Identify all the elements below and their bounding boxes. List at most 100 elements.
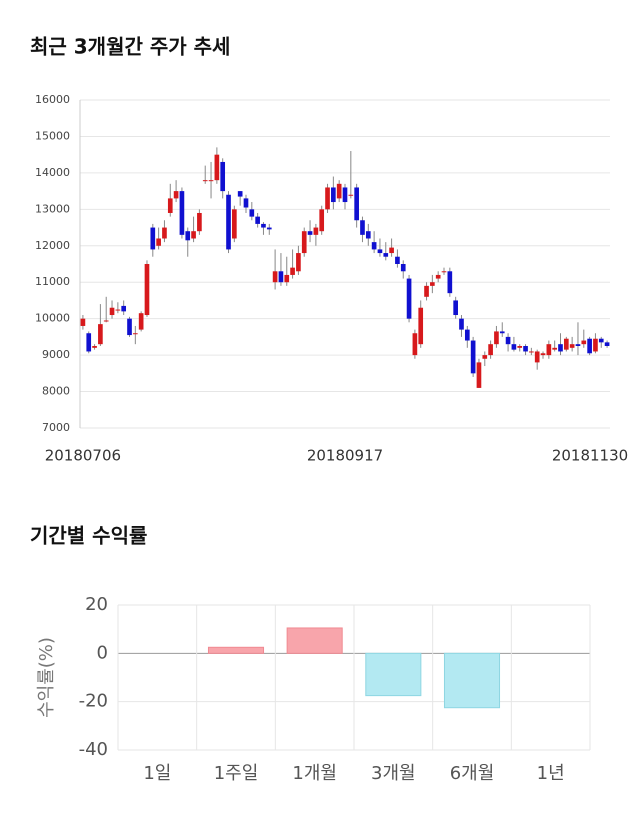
candle-body <box>278 271 284 283</box>
x-tick-label: 20180706 <box>45 447 121 465</box>
candle-body <box>173 191 179 199</box>
candle-body <box>575 344 581 346</box>
candle-body <box>319 209 325 232</box>
candle-body <box>197 212 202 232</box>
candle-body <box>342 187 348 203</box>
y-tick-label: 11000 <box>35 275 70 288</box>
candle-body <box>325 187 330 210</box>
candle-body <box>505 336 511 345</box>
candle-body <box>261 223 266 228</box>
candle-body <box>232 209 237 239</box>
candle-body <box>255 216 260 224</box>
candle-body <box>243 198 249 208</box>
chart-title: 최근 3개월간 주가 추세 <box>30 35 230 59</box>
candle-body <box>290 267 295 275</box>
candle-body <box>150 227 156 250</box>
candle-body <box>103 320 109 322</box>
candle-body <box>92 346 97 348</box>
candle-body <box>80 318 86 326</box>
y-tick-label: -20 <box>79 691 108 712</box>
y-axis-label: 수익률(%) <box>36 637 57 718</box>
candle-body <box>284 274 290 283</box>
candle-body <box>459 318 464 330</box>
y-tick-label: 15000 <box>35 129 70 142</box>
candle-body <box>400 264 406 272</box>
candle-body <box>365 231 371 239</box>
x-tick-label: 1일 <box>143 763 171 784</box>
candle-body <box>249 209 255 217</box>
bar <box>365 652 422 697</box>
y-tick-label: -40 <box>79 739 108 760</box>
candle-body <box>144 264 150 316</box>
candle-body <box>534 351 540 363</box>
x-tick-label: 20180917 <box>307 447 383 465</box>
candle-body <box>354 187 359 221</box>
candle-body <box>383 253 389 257</box>
candle-body <box>162 227 167 239</box>
bar <box>207 646 265 654</box>
y-tick-label: 0 <box>97 642 108 663</box>
y-tick-label: 14000 <box>35 166 70 179</box>
candle-body <box>464 329 470 341</box>
y-tick-label: 9000 <box>42 348 70 361</box>
y-tick-label: 20 <box>85 594 108 615</box>
y-tick-label: 7000 <box>42 421 70 434</box>
candle-body <box>214 154 220 181</box>
candle-body <box>552 347 557 350</box>
candle-body <box>581 340 587 345</box>
x-tick-label: 6개월 <box>450 763 495 784</box>
candle-body <box>138 313 144 330</box>
candle-body <box>540 353 546 356</box>
x-tick-label: 20181130 <box>552 447 628 465</box>
candle-body <box>424 285 429 297</box>
candle-body <box>511 344 517 350</box>
candle-body <box>523 346 528 352</box>
x-tick-label: 1주일 <box>214 763 259 784</box>
candle-body <box>156 238 161 246</box>
candle-body <box>517 346 523 348</box>
bar <box>443 652 501 709</box>
candle-body <box>127 318 132 336</box>
candle-body <box>406 278 412 319</box>
candle-body <box>115 309 121 311</box>
candle-body <box>412 333 418 356</box>
candle-body <box>453 300 458 316</box>
candle-body <box>482 355 488 359</box>
candle-body <box>558 344 563 352</box>
candle-body <box>307 231 313 235</box>
y-tick-label: 13000 <box>35 202 70 215</box>
y-tick-label: 12000 <box>35 239 70 252</box>
candle-body <box>430 282 435 286</box>
candle-body <box>593 338 598 352</box>
x-tick-label: 1개월 <box>292 763 337 784</box>
candle-body <box>435 274 441 279</box>
candle-body <box>598 338 604 343</box>
candle-body <box>476 362 482 388</box>
candle-body <box>208 180 214 182</box>
candle-body <box>371 242 377 250</box>
candle-body <box>226 194 231 250</box>
candle-body <box>191 231 196 239</box>
x-tick-label: 1년 <box>537 763 565 784</box>
candle-body <box>470 340 476 374</box>
candle-body <box>336 183 342 199</box>
candle-body <box>179 191 185 235</box>
bar <box>286 627 343 654</box>
candle-body <box>109 307 115 316</box>
candle-body <box>272 271 278 283</box>
x-tick-label: 3개월 <box>371 763 416 784</box>
candle-body <box>348 194 354 196</box>
y-tick-label: 10000 <box>35 312 70 325</box>
candle-body <box>569 344 575 348</box>
y-tick-label: 16000 <box>35 93 70 106</box>
candle-body <box>360 220 365 235</box>
candle-body <box>167 198 173 213</box>
candle-body <box>220 161 226 192</box>
candle-body <box>301 231 307 254</box>
candle-body <box>389 247 394 254</box>
candle-body <box>296 253 301 272</box>
chart-title: 기간별 수익률 <box>30 524 147 548</box>
candle-body <box>377 249 383 254</box>
candle-body <box>395 256 400 264</box>
